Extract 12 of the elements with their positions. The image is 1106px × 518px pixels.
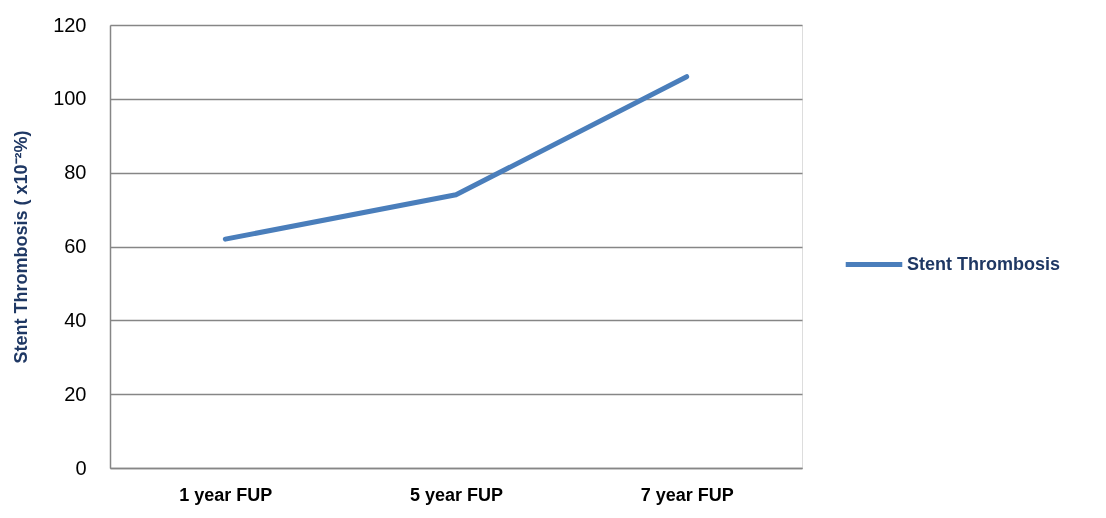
y-tick-label: 20 [64,382,87,405]
x-tick-label: 7 year FUP [640,484,734,505]
y-tick-label: 120 [53,13,87,36]
x-tick-label: 1 year FUP [179,484,273,505]
y-tick-label: 0 [75,456,87,479]
y-tick-label: 100 [53,87,87,110]
x-tick-label: 5 year FUP [409,484,504,505]
y-tick-label: 40 [64,308,87,331]
y-tick-label: 60 [64,235,87,257]
y-axis-title: Stent Thrombosis ( x10⁻²%) [11,130,32,364]
legend-label: Stent Thrombosis [907,253,1061,274]
y-tick-label: 80 [64,161,87,184]
